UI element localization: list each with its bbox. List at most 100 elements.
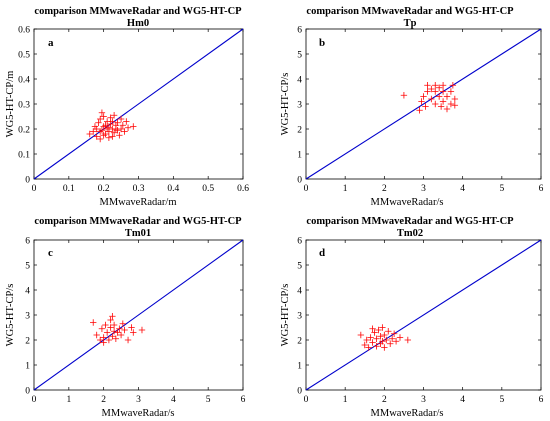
data-point [109,313,116,320]
data-point [114,329,121,336]
y-tick-label: 4 [297,287,302,297]
data-point [109,333,116,340]
data-point [93,133,100,140]
plot-layer: 0 1 2 3 4 5 6 0 1 2 3 4 5 6 [25,237,245,406]
y-axis-label: WG5-HT-CP/s [280,73,291,136]
data-point [387,340,394,347]
y-tick-label: 0 [25,387,30,397]
y-axis-label: WG5-HT-CP/m [5,71,16,138]
data-point [439,88,447,95]
y-tick-label: 5 [25,262,30,272]
panel-letter: c [48,247,53,259]
x-tick-label: 0 [304,184,309,194]
x-tick-label: 4 [460,395,465,405]
data-point [121,128,128,135]
data-point [381,344,388,351]
data-point [109,118,116,125]
data-point [105,124,113,131]
x-tick-label: 2 [101,395,106,405]
y-tick-label: 3 [297,101,302,111]
y-tick-label: 0.5 [18,51,30,61]
data-point [418,98,425,105]
data-point [110,321,118,329]
data-point [400,92,408,99]
data-point [96,115,104,123]
x-tick-label: 0.4 [167,184,179,194]
data-point [130,123,137,130]
plot-layer: 0 1 2 3 4 5 6 0 1 2 3 4 5 6 [297,26,543,195]
y-tick-label: 3 [297,312,302,322]
data-point [375,326,382,334]
x-tick-label: 6 [539,395,544,405]
x-axis-label: MMwaveRadar/s [371,408,444,419]
x-tick-label: 0.6 [237,184,249,194]
data-point [117,115,125,123]
data-point [365,344,372,351]
reference-line [33,239,244,391]
plot-layer: 0 0.1 0.2 0.3 0.4 0.5 0.6 0 0.1 0.2 0.3 0.4 0.5 0.6 [18,26,249,195]
data-point [385,328,392,335]
panel-title: comparison MMwaveRadar and WG5-HT-CP [306,6,514,17]
data-point [422,103,429,110]
data-point [98,109,106,116]
panel-subtitle: Tm01 [125,228,151,239]
y-tick-label: 5 [297,51,302,61]
data-point [363,336,370,344]
x-tick-label: 5 [206,395,211,405]
data-point [432,82,439,89]
data-point [432,100,439,108]
data-point [443,105,451,113]
data-point [443,93,451,100]
data-point [424,88,431,95]
data-point [420,93,427,100]
data-point [367,334,374,341]
y-tick-label: 4 [297,76,302,86]
data-point [373,343,380,350]
panel-title: comparison MMwaveRadar and WG5-HT-CP [34,216,242,227]
y-tick-label: 1 [25,362,30,372]
x-tick-label: 0 [304,395,309,405]
panel-subtitle: Tp [404,18,417,29]
reference-line [33,28,244,180]
y-tick-label: 6 [25,237,30,247]
data-point [381,331,388,339]
x-tick-label: 3 [421,395,426,405]
y-tick-label: 2 [297,126,302,136]
data-point [96,135,104,143]
data-point [124,124,132,131]
data-point [451,102,459,109]
y-tick-label: 0.1 [18,151,30,161]
data-point [437,103,445,110]
data-point [110,328,118,335]
y-tick-label: 2 [25,337,30,347]
data-point [105,134,113,141]
data-point [377,333,384,340]
data-point [96,336,104,344]
y-tick-label: 0.2 [18,126,30,136]
x-tick-label: 5 [499,184,504,194]
data-point [138,326,146,334]
data-point [98,127,106,134]
y-tick-label: 0.4 [18,76,30,86]
data-point [102,130,109,138]
panel-letter: d [319,247,325,259]
data-point [107,324,114,331]
x-tick-label: 0.1 [63,184,75,194]
data-point [369,339,376,346]
y-axis-label: WG5-HT-CP/s [5,284,16,347]
data-point [128,324,135,331]
data-point [451,95,459,103]
x-tick-label: 1 [66,395,71,405]
y-tick-label: 1 [297,151,302,161]
data-point [112,125,120,133]
data-point [435,93,443,100]
panel-b: comparison MMwaveRadar and WG5-HT-CP Tp … [280,6,544,208]
panel-title: comparison MMwaveRadar and WG5-HT-CP [34,6,242,17]
x-axis-label: MMwaveRadar/s [102,408,175,419]
data-point [396,334,404,341]
data-point [109,133,116,140]
data-point [379,324,386,331]
data-point [86,130,93,138]
y-tick-label: 4 [25,287,30,297]
